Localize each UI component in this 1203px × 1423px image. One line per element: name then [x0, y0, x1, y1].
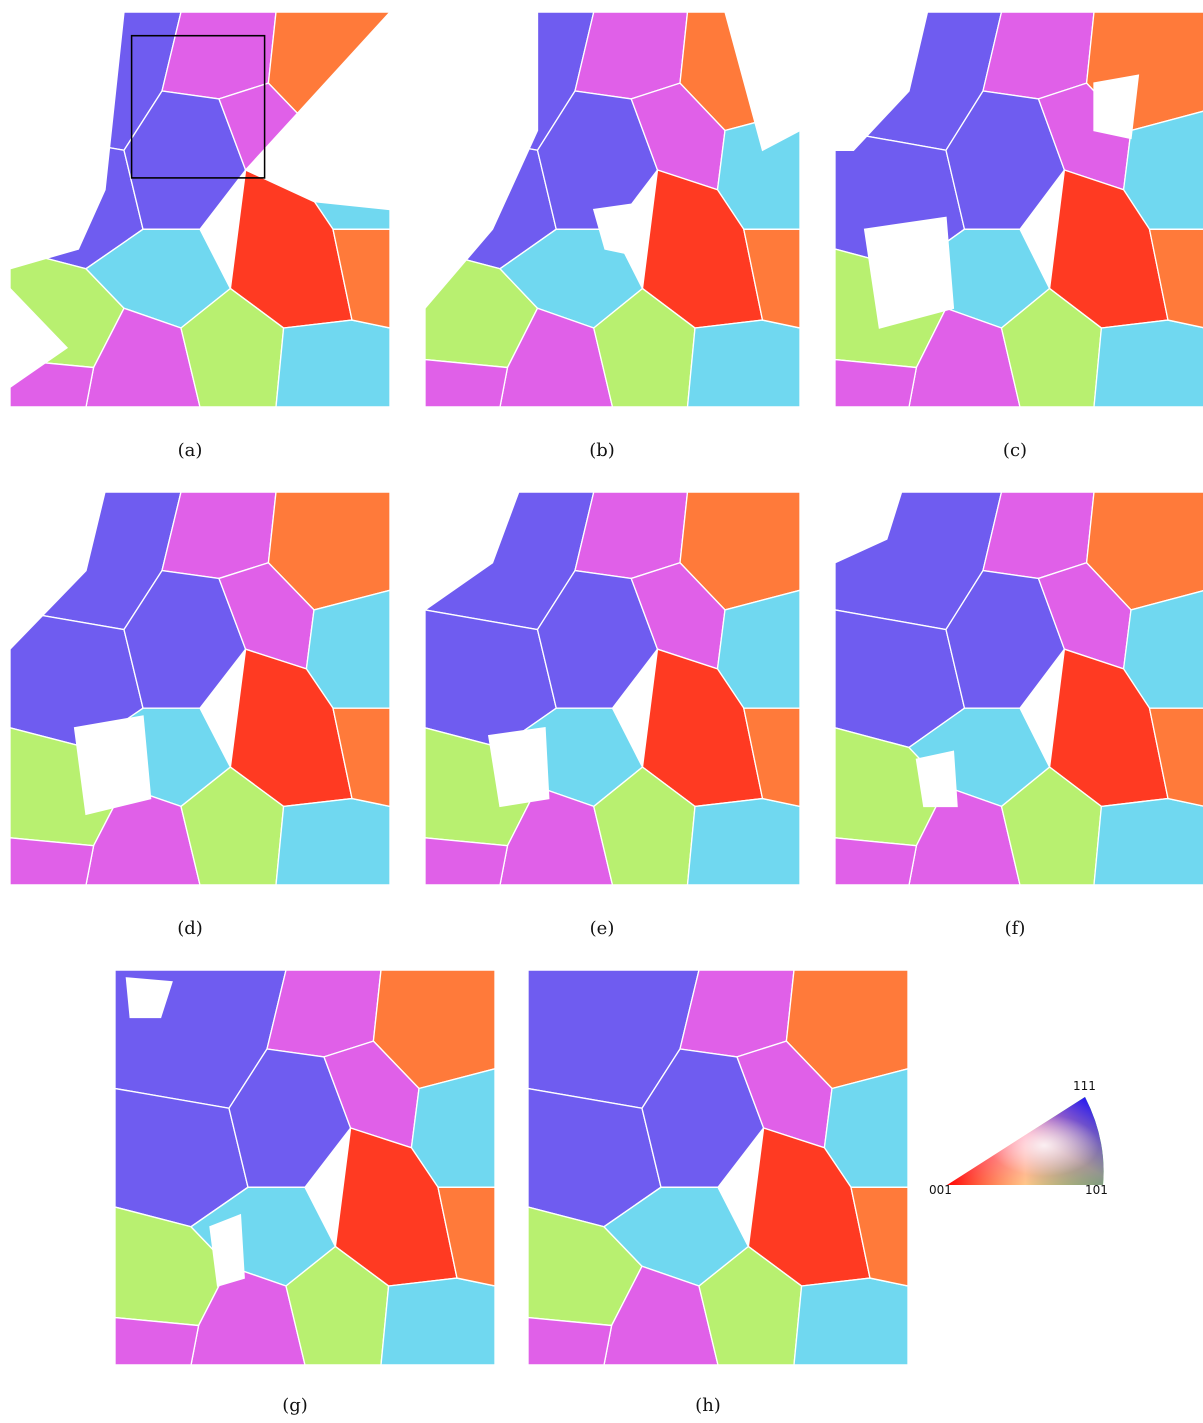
- unindexed-region-left: [425, 12, 539, 310]
- ebsd-map-e: [425, 492, 800, 885]
- grain-cyan-bottom: [1093, 319, 1203, 407]
- ipf-label-111: 111: [1073, 1079, 1096, 1093]
- grain-magenta-bottom: [908, 307, 1021, 407]
- grain-cyan-bottom: [686, 319, 800, 407]
- ebsd-map-panel-d: [10, 492, 390, 885]
- grain-magenta-corner: [528, 1316, 613, 1365]
- ebsd-map-panel-c: [835, 12, 1203, 407]
- ebsd-map-f: [835, 492, 1203, 885]
- unindexed-region-right: [724, 12, 800, 152]
- grain-cyan-bottom: [380, 1277, 495, 1365]
- grain-cyan-bottom: [275, 797, 390, 885]
- ebsd-map-panel-a: [10, 12, 390, 407]
- unindexed-region-topleft: [125, 977, 173, 1019]
- caption-c: (c): [1002, 440, 1028, 461]
- grain-cyan-bottom: [793, 1277, 908, 1365]
- grain-magenta-corner: [425, 837, 509, 885]
- grain-magenta-corner: [115, 1316, 200, 1365]
- grain-orange-right: [742, 228, 800, 329]
- zoom-box: [130, 34, 266, 179]
- caption-a: (a): [177, 440, 203, 461]
- unindexed-region-left: [209, 1213, 245, 1287]
- ebsd-map-h: [528, 970, 908, 1365]
- ipf-label-001: 001: [929, 1183, 952, 1197]
- unindexed-region-left: [915, 750, 958, 808]
- grain-magenta-bottom: [190, 1265, 306, 1365]
- ebsd-map-g: [115, 970, 495, 1365]
- caption-f: (f): [1004, 918, 1026, 939]
- ebsd-map-panel-e: [425, 492, 800, 885]
- ipf-label-101: 101: [1085, 1183, 1108, 1197]
- unindexed-region-right: [244, 12, 390, 211]
- ebsd-map-c: [835, 12, 1203, 407]
- grain-magenta-bottom: [85, 307, 201, 407]
- unindexed-region-left: [863, 216, 955, 329]
- ipf-color-key: 111 001 101: [929, 1079, 1125, 1197]
- unindexed-region-left: [10, 12, 125, 270]
- ebsd-map-panel-h: [528, 970, 908, 1365]
- grain-magenta-bottom: [499, 785, 614, 885]
- unindexed-region-topleft: [835, 492, 903, 564]
- grain-magenta-bottom: [85, 785, 201, 885]
- grain-magenta-bottom: [908, 785, 1021, 885]
- caption-h: (h): [695, 1395, 721, 1416]
- caption-d: (d): [177, 918, 203, 939]
- grain-orange-right: [332, 228, 390, 329]
- unindexed-region-bottom: [10, 287, 69, 389]
- grain-orange-right: [332, 707, 390, 808]
- grain-cyan-bottom: [1093, 797, 1203, 885]
- ebsd-map-d: [10, 492, 390, 885]
- grain-magenta-corner: [835, 358, 918, 407]
- unindexed-region-left: [73, 715, 152, 816]
- ebsd-map-a: [10, 12, 390, 407]
- ebsd-map-b: [425, 12, 800, 407]
- unindexed-region-top: [1093, 74, 1140, 140]
- grain-orange-right: [742, 707, 800, 808]
- ebsd-map-panel-f: [835, 492, 1203, 885]
- grain-cyan-bottom: [275, 319, 390, 407]
- ipf-triangle: [947, 1097, 1104, 1185]
- grain-orange-right: [1148, 228, 1203, 329]
- caption-e: (e): [589, 918, 615, 939]
- caption-g: (g): [282, 1395, 308, 1416]
- grain-orange-right: [437, 1186, 495, 1287]
- grain-magenta-bottom: [499, 307, 614, 407]
- grain-orange-right: [1148, 707, 1203, 807]
- unindexed-region-center: [592, 200, 651, 258]
- unindexed-region-topleft: [425, 492, 520, 611]
- grain-magenta-corner: [10, 837, 95, 885]
- ebsd-map-panel-b: [425, 12, 800, 407]
- grain-orange-right: [850, 1186, 908, 1287]
- unindexed-region-topleft: [10, 492, 106, 651]
- unindexed-region-topleft: [835, 12, 929, 151]
- grain-cyan-bottom: [686, 797, 800, 885]
- ebsd-map-panel-g: [115, 970, 495, 1365]
- caption-b: (b): [589, 440, 615, 461]
- grain-magenta-corner: [425, 358, 509, 407]
- grain-magenta-bottom: [603, 1265, 719, 1365]
- grain-magenta-corner: [835, 837, 918, 885]
- unindexed-region-left: [487, 727, 550, 808]
